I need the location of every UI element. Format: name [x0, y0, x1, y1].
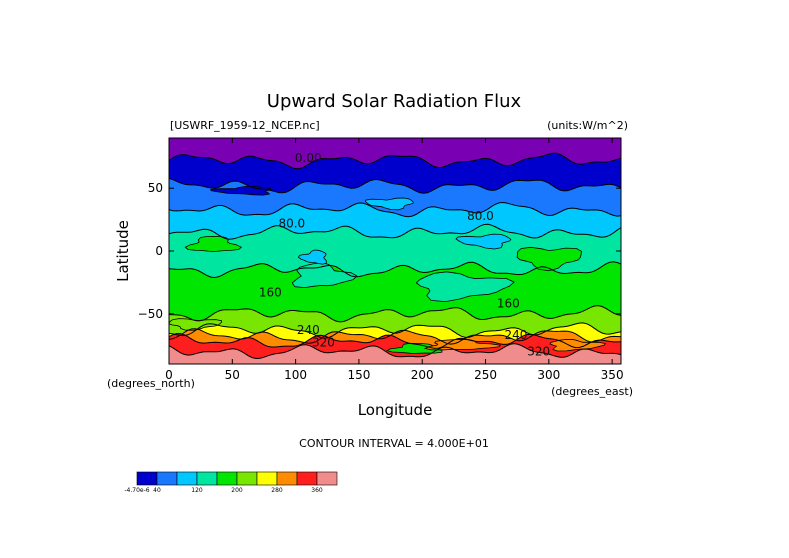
x-tick-label: 300 — [537, 368, 560, 382]
contour-line — [169, 333, 621, 349]
colorbar-swatch — [296, 471, 318, 486]
contour-line — [169, 343, 621, 360]
x-tick-label: 0 — [165, 368, 173, 382]
contour-label: 320 — [312, 336, 335, 350]
contour-label: 0.00 — [295, 151, 322, 165]
colorbar-swatch — [236, 471, 258, 486]
contour-line — [169, 152, 621, 170]
latitude-band — [169, 343, 621, 364]
y-axis-label: Latitude — [114, 220, 132, 282]
colorbar-swatch — [216, 471, 238, 486]
y-tick-label: 0 — [155, 244, 163, 258]
field-patches — [169, 185, 607, 354]
field-patch — [516, 246, 582, 272]
x-axis-label: Longitude — [358, 401, 433, 419]
colorbar-tick-label: 120 — [191, 487, 203, 494]
colorbar-swatch — [276, 471, 298, 486]
file-label: [USWRF_1959-12_NCEP.nc] — [170, 119, 320, 132]
field-patch — [184, 235, 243, 252]
field-patch — [297, 249, 327, 265]
colorbar-tick-label: 40 — [153, 487, 161, 494]
field-patch — [415, 271, 515, 303]
contour-lines — [169, 152, 621, 360]
contour-line — [169, 223, 621, 240]
x-tick-label: 350 — [601, 368, 624, 382]
colorbar: -4.70e-6 40 120 200 280 360 — [124, 471, 338, 494]
x-tick-label: 250 — [474, 368, 497, 382]
field-patch — [455, 233, 512, 250]
field-patch — [386, 343, 443, 354]
y-unit-note: (degrees_north) — [107, 377, 195, 390]
y-tick-label: 50 — [148, 181, 163, 195]
x-axis-ticks: 0 50 100 150 200 250 300 350 — [165, 138, 624, 382]
contour-label: 80.0 — [467, 209, 494, 223]
contour-line — [169, 328, 621, 345]
colorbar-tick-label: 360 — [311, 487, 323, 494]
contour-label: 80.0 — [278, 216, 305, 230]
field-patch — [169, 318, 222, 331]
contour-interval: CONTOUR INTERVAL = 4.000E+01 — [299, 437, 489, 450]
contour-line — [169, 305, 621, 323]
contour-label: 320 — [527, 344, 550, 358]
contour-label: 240 — [297, 323, 320, 337]
colorbar-swatch — [316, 471, 338, 486]
x-unit-note: (degrees_east) — [551, 385, 633, 398]
colorbar-swatch — [196, 471, 218, 486]
x-tick-label: 200 — [411, 368, 434, 382]
contour-label: 160 — [497, 297, 520, 311]
contour-line — [169, 177, 621, 194]
contour-line — [169, 261, 621, 279]
y-axis-ticks: 50 0 −50 — [138, 181, 621, 321]
colorbar-swatch — [156, 471, 178, 486]
colorbar-tick-label: -4.70e-6 — [124, 487, 149, 494]
contour-label: 160 — [259, 285, 282, 299]
contour-label: 240 — [504, 328, 527, 342]
plot-area — [169, 138, 621, 364]
field-patch — [291, 262, 358, 289]
x-tick-label: 150 — [347, 368, 370, 382]
colorbar-swatch — [256, 471, 278, 486]
colorbar-tick-label: 280 — [271, 487, 283, 494]
units-label: (units:W/m^2) — [547, 119, 628, 132]
colorbar-tick-label: 200 — [231, 487, 243, 494]
y-tick-label: −50 — [138, 307, 163, 321]
colorbar-swatch — [176, 471, 198, 486]
chart-title: Upward Solar Radiation Flux — [267, 91, 522, 112]
colorbar-swatch — [136, 471, 158, 486]
field-patch — [365, 197, 414, 211]
contour-line — [169, 201, 621, 218]
x-tick-label: 50 — [225, 368, 240, 382]
x-tick-label: 100 — [284, 368, 307, 382]
